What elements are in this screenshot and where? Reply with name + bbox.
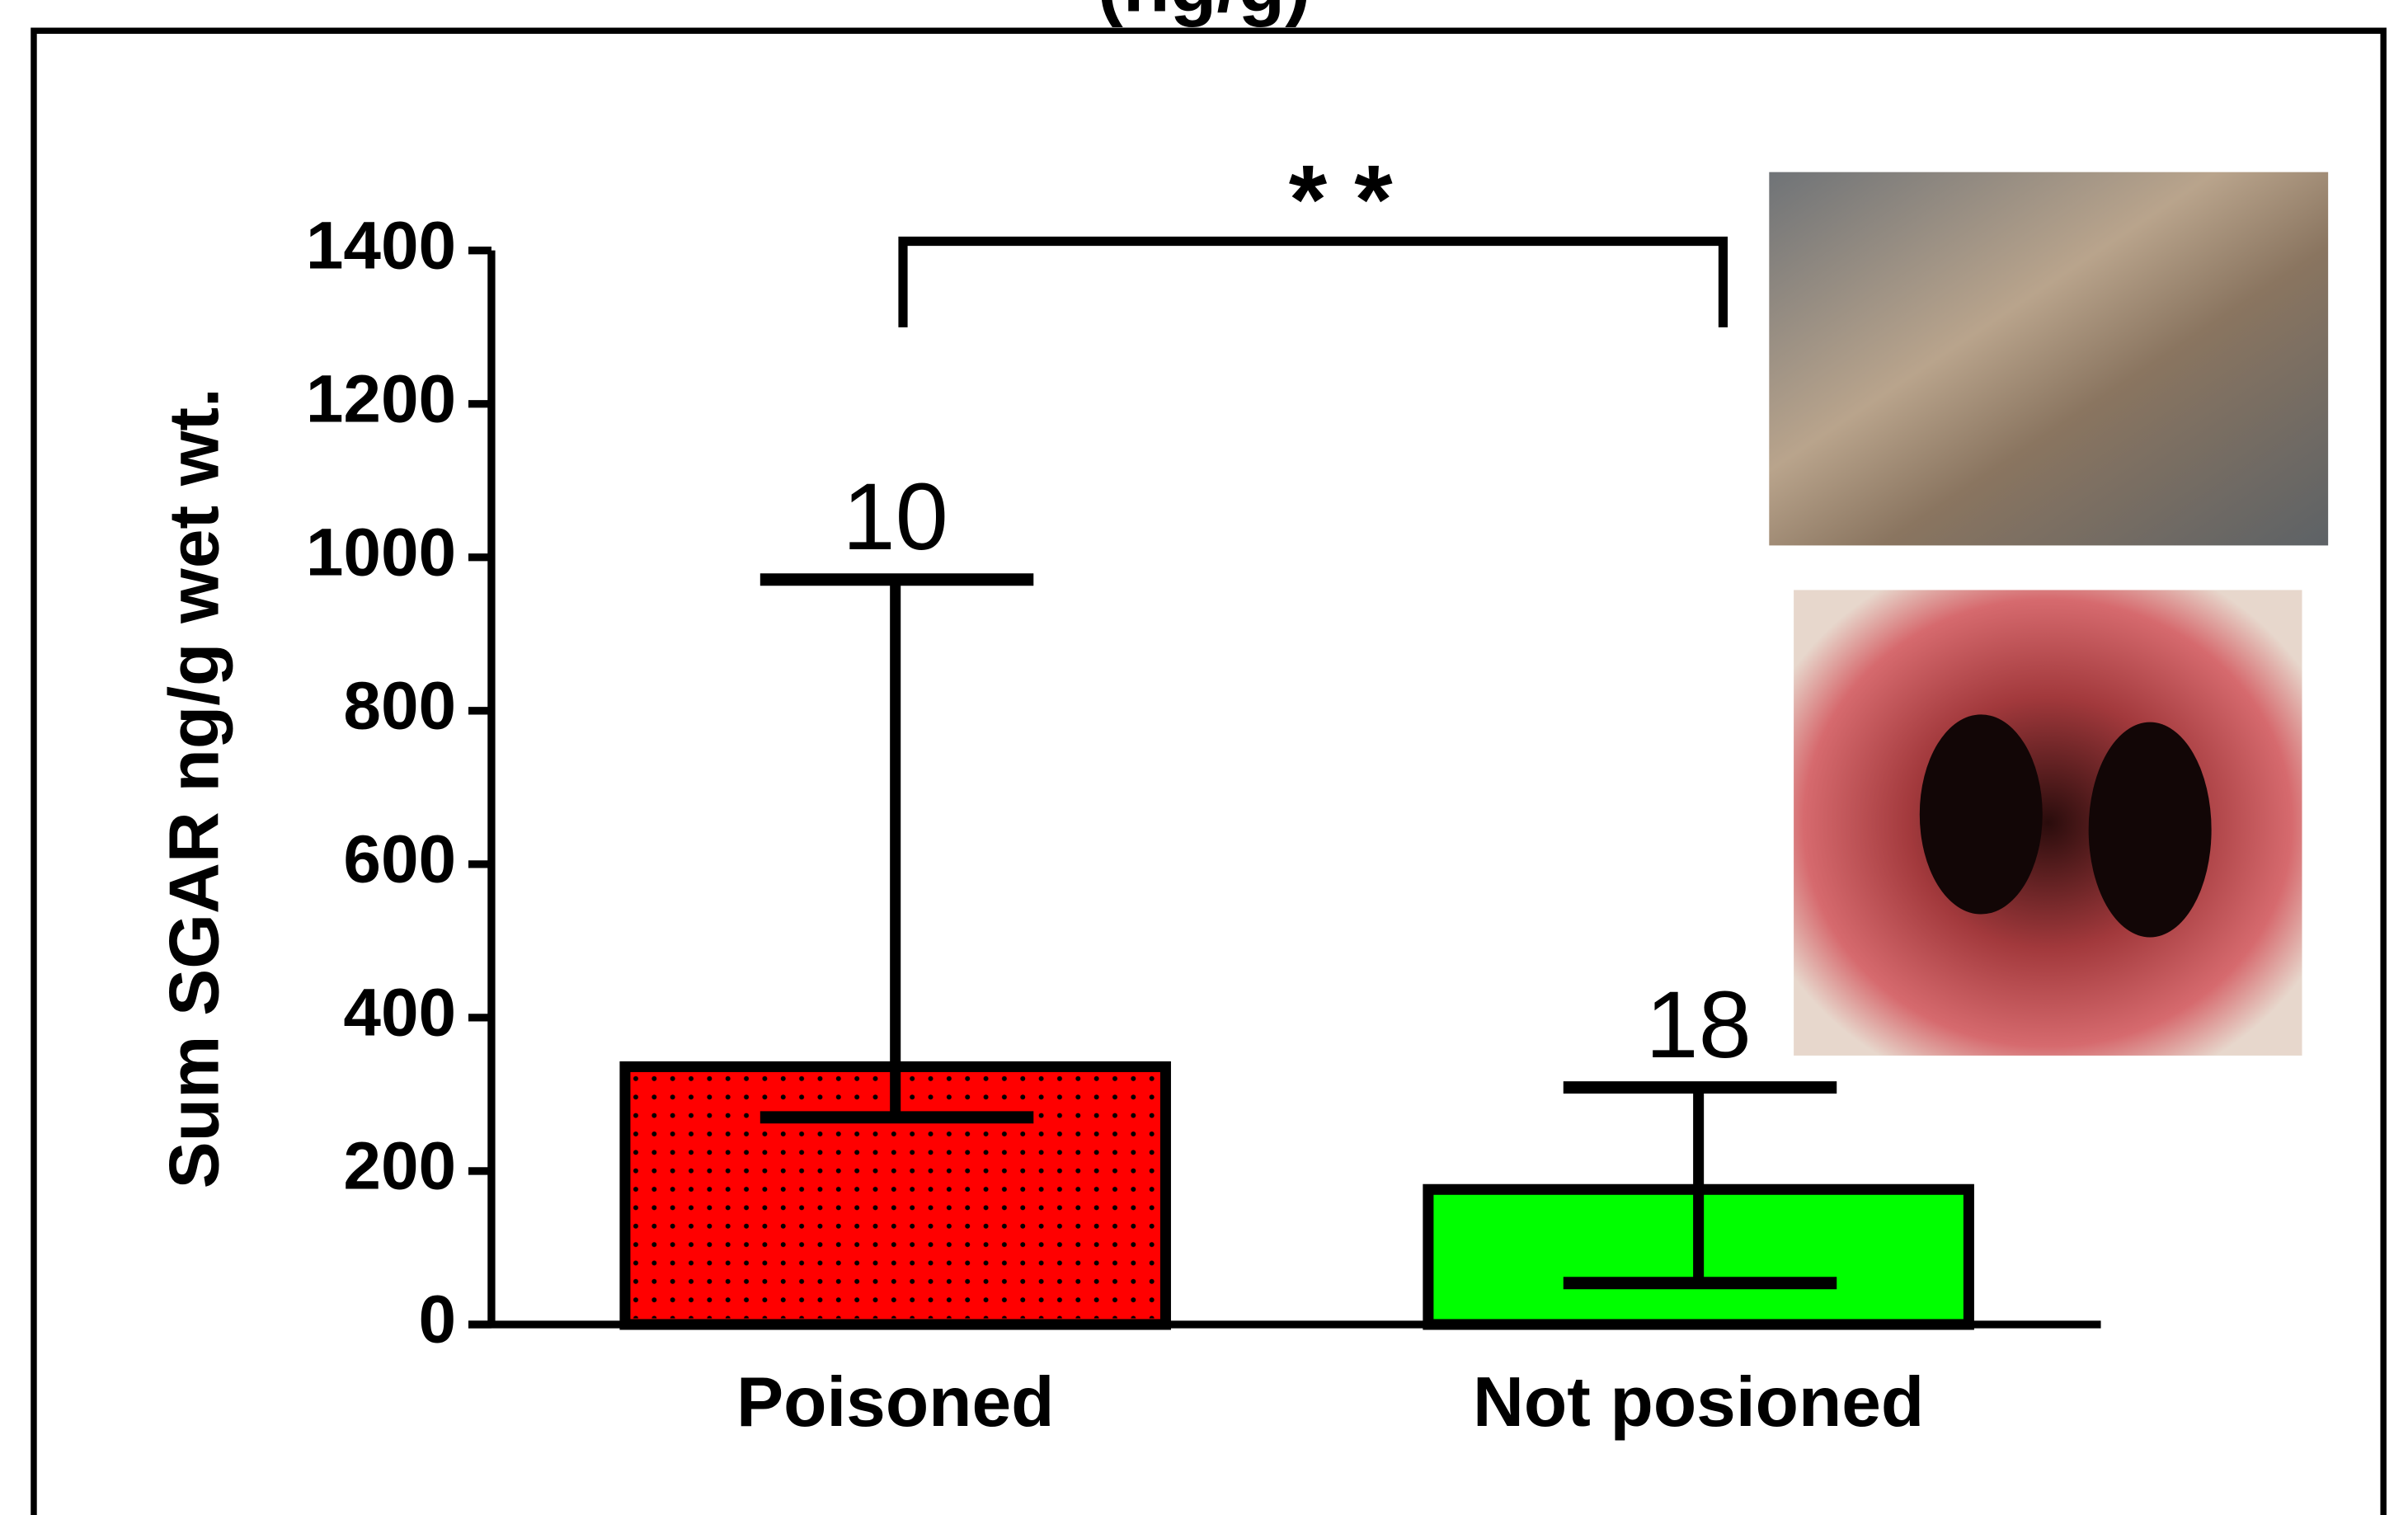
x-tick-label: Not posioned — [1473, 1362, 1924, 1442]
y-tick-label: 400 — [343, 976, 456, 1051]
chart-title: (ng/g) — [1098, 0, 1311, 27]
photo-necropsy — [1794, 590, 2302, 1056]
y-tick-label: 800 — [343, 668, 456, 743]
y-axis-label: Sum SGAR ng/g wet wt. — [155, 388, 234, 1188]
y-tick-label: 600 — [343, 821, 456, 896]
y-tick-label: 0 — [419, 1282, 457, 1357]
photo-detail — [2089, 722, 2212, 938]
y-tick-label: 1000 — [306, 515, 456, 590]
sample-size: 10 — [842, 463, 948, 570]
y-tick-label: 1200 — [306, 361, 456, 436]
photo-detail — [1920, 714, 2043, 914]
photo-bird — [1769, 172, 2328, 546]
significance: * * — [1289, 145, 1393, 255]
y-tick-label: 1400 — [306, 208, 456, 283]
x-tick-label: Poisoned — [736, 1362, 1054, 1442]
sample-size: 18 — [1645, 972, 1751, 1078]
y-tick-label: 200 — [343, 1129, 456, 1204]
chart: (ng/g) Sum SGAR ng/g wet wt. * * 0 200 400… — [0, 0, 2408, 1515]
page: (ng/g) Sum SGAR ng/g wet wt. * * 0 200 400… — [0, 0, 2408, 1515]
